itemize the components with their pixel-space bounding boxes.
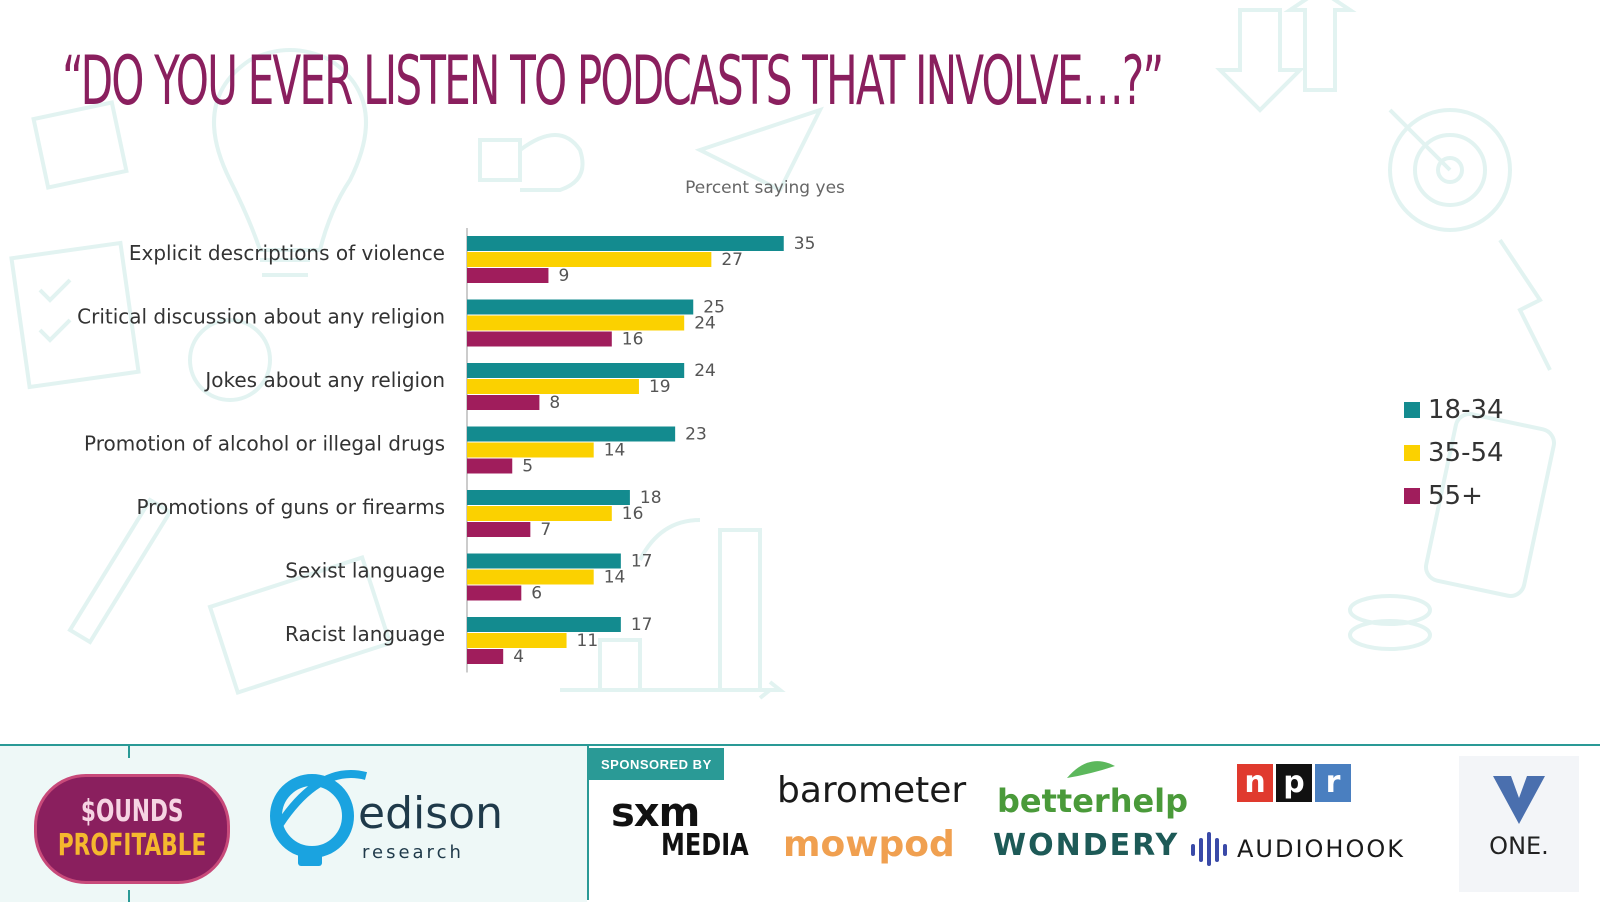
data-label: 7 [540, 520, 551, 540]
footer-divider [587, 744, 589, 900]
bar-18-34 [467, 236, 784, 251]
data-label: 5 [522, 457, 533, 477]
sponsors-area: SPONSORED BY sxm MEDIA barometer mowpod … [589, 744, 1600, 902]
category-label: Promotion of alcohol or illegal drugs [84, 432, 445, 456]
data-label: 35 [794, 234, 816, 254]
bar-55+ [467, 458, 513, 474]
audiohook-wave-icon [1191, 832, 1227, 866]
data-label: 14 [604, 568, 626, 588]
legend-label: 55+ [1428, 480, 1483, 511]
audiohook-logo: AUDIOHOOK [1189, 832, 1405, 866]
bar-18-34 [467, 299, 694, 315]
data-label: 16 [622, 330, 644, 350]
category-label: Promotions of guns or firearms [136, 495, 445, 519]
footer-brand-area: $OUNDS PROFITABLE edison research [0, 744, 587, 902]
data-label: 24 [694, 361, 716, 381]
bar-35-54 [467, 379, 639, 394]
bar-18-34 [467, 426, 676, 442]
mowpod-logo: mowpod [783, 824, 955, 865]
edison-bulb-icon [270, 770, 368, 866]
legend-item-55-plus: 55+ [1404, 474, 1504, 517]
data-label: 24 [694, 314, 716, 334]
bar-18-34 [467, 617, 621, 632]
data-label: 17 [631, 552, 653, 572]
audiohook-text: AUDIOHOOK [1237, 835, 1405, 863]
chart-subtitle: Percent saying yes [685, 178, 845, 198]
data-label: 17 [631, 615, 653, 635]
bar-55+ [467, 522, 531, 537]
bar-18-34 [467, 490, 630, 505]
legend-swatch [1404, 401, 1420, 418]
betterhelp-logo: betterhelp [997, 760, 1188, 820]
one-logo: ONE. [1459, 756, 1579, 892]
legend-swatch [1404, 444, 1420, 461]
category-label: Jokes about any religion [203, 368, 445, 392]
bar-55+ [467, 268, 549, 283]
npr-logo: n p r [1237, 764, 1351, 802]
bar-18-34 [467, 553, 621, 569]
sxm-media-logo: sxm MEDIA [611, 790, 771, 863]
one-text: ONE. [1489, 832, 1549, 860]
bar-55+ [467, 331, 612, 347]
sounds-profitable-logo: $OUNDS PROFITABLE [34, 774, 230, 884]
legend-label: 35-54 [1428, 437, 1504, 468]
category-label: Critical discussion about any religion [77, 305, 445, 329]
data-label: 27 [721, 250, 743, 270]
data-label: 9 [558, 266, 569, 286]
divider-tick [128, 890, 130, 902]
barometer-logo: barometer [777, 770, 967, 811]
bar-55+ [467, 585, 522, 601]
bar-18-34 [467, 363, 685, 378]
leaf-icon [1067, 761, 1115, 778]
sxm-text: sxm [611, 790, 700, 836]
category-label: Racist language [285, 622, 445, 646]
legend-swatch [1404, 487, 1420, 504]
sounds-logo-line2: PROFITABLE [57, 828, 207, 863]
data-label: 25 [703, 298, 725, 318]
sponsored-by-badge: SPONSORED BY [589, 748, 724, 780]
data-label: 23 [685, 425, 707, 445]
data-label: 19 [649, 377, 671, 397]
category-label: Sexist language [285, 559, 445, 583]
sounds-logo-line1: $OUNDS [80, 794, 184, 829]
bar-35-54 [467, 252, 712, 267]
data-label: 6 [531, 584, 542, 604]
edison-research-logo: edison research [270, 764, 503, 874]
divider-tick [128, 746, 130, 758]
bar-55+ [467, 649, 504, 664]
data-label: 4 [513, 647, 524, 667]
category-label: Explicit descriptions of violence [129, 241, 445, 265]
one-chevron-icon [1493, 776, 1545, 824]
bar-chart: Explicit descriptions of violence 35 27 9 Cr… [77, 228, 816, 673]
legend: 18-34 35-54 55+ [1404, 388, 1504, 517]
bar-55+ [467, 395, 540, 410]
legend-item-35-54: 35-54 [1404, 431, 1504, 474]
edison-sub: research [362, 842, 464, 863]
data-label: 18 [640, 488, 662, 508]
footer: $OUNDS PROFITABLE edison research SPONSO… [0, 744, 1600, 902]
wondery-logo: WONDERY [993, 828, 1180, 863]
bar-35-54 [467, 315, 685, 331]
bar-35-54 [467, 633, 567, 648]
legend-label: 18-34 [1428, 394, 1504, 425]
npr-r: r [1315, 764, 1351, 802]
page-title: “DO YOU EVER LISTEN TO PODCASTS THAT INV… [62, 42, 1164, 121]
data-label: 11 [577, 631, 599, 651]
sxm-media-text: MEDIA [661, 828, 749, 863]
legend-item-18-34: 18-34 [1404, 388, 1504, 431]
data-label: 16 [622, 504, 644, 524]
data-label: 8 [549, 393, 560, 413]
betterhelp-text: betterhelp [997, 782, 1189, 820]
edison-name: edison [358, 788, 503, 839]
bar-35-54 [467, 569, 594, 585]
bar-35-54 [467, 442, 594, 458]
bar-35-54 [467, 506, 612, 521]
npr-n: n [1237, 764, 1273, 802]
npr-p: p [1276, 764, 1312, 802]
data-label: 14 [604, 441, 626, 461]
